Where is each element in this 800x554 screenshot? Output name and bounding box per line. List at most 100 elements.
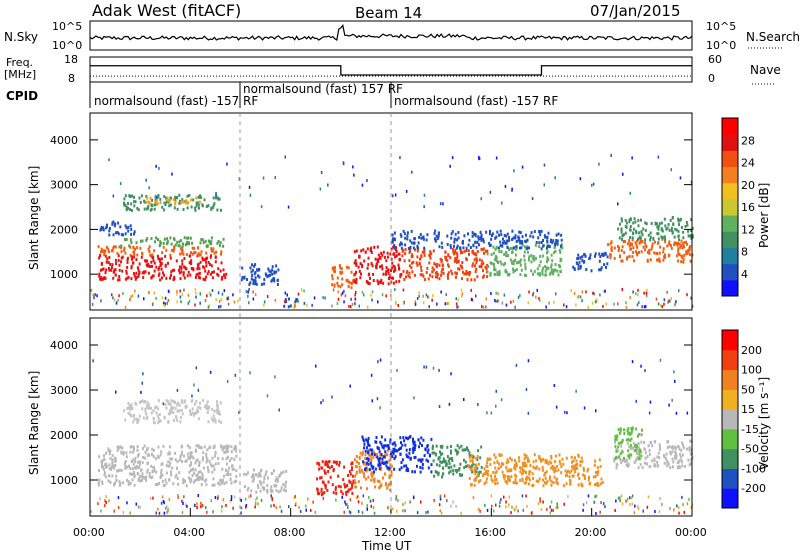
- data-cell: [217, 410, 220, 414]
- data-cell: [632, 441, 635, 445]
- data-cell: [252, 290, 254, 294]
- data-cell: [508, 495, 511, 499]
- data-cell: [475, 457, 478, 461]
- data-cell: [223, 273, 226, 277]
- data-cell: [487, 469, 489, 473]
- data-cell: [631, 360, 634, 364]
- data-cell: [494, 254, 497, 258]
- data-cell: [628, 456, 631, 460]
- data-cell: [146, 462, 149, 466]
- data-cell: [100, 261, 103, 265]
- data-cell: [289, 304, 292, 308]
- data-cell: [499, 244, 502, 247]
- data-cell: [479, 509, 481, 513]
- data-cell: [185, 201, 187, 205]
- data-cell: [534, 466, 537, 470]
- data-cell: [435, 444, 438, 448]
- data-cell: [372, 498, 374, 502]
- data-cell: [486, 508, 489, 512]
- data-cell: [273, 503, 275, 507]
- data-cell: [465, 249, 468, 252]
- data-cell: [150, 476, 153, 480]
- data-cell: [113, 509, 115, 513]
- data-cell: [129, 405, 132, 409]
- data-cell: [126, 276, 129, 280]
- data-cell: [371, 474, 374, 478]
- data-cell: [500, 462, 503, 466]
- data-cell: [394, 248, 397, 252]
- data-cell: [279, 489, 282, 493]
- data-cell: [169, 236, 172, 240]
- data-cell: [478, 243, 480, 247]
- data-cell: [191, 455, 193, 459]
- data-cell: [484, 266, 487, 269]
- data-cell: [143, 199, 146, 203]
- data-cell: [399, 275, 402, 279]
- data-cell: [353, 458, 356, 462]
- data-cell: [418, 261, 421, 265]
- data-cell: [190, 205, 193, 209]
- data-cell: [297, 292, 300, 296]
- data-cell: [232, 467, 235, 471]
- data-cell: [267, 476, 269, 480]
- data-cell: [379, 256, 382, 260]
- data-cell: [205, 455, 208, 459]
- data-cell: [324, 296, 326, 300]
- data-cell: [518, 246, 521, 250]
- data-cell: [456, 246, 458, 250]
- data-cell: [111, 263, 114, 267]
- data-cell: [320, 401, 322, 405]
- data-cell: [388, 458, 391, 462]
- data-cell: [630, 247, 632, 251]
- data-cell: [494, 456, 497, 460]
- data-cell: [352, 481, 355, 485]
- data-cell: [398, 279, 401, 283]
- data-cell: [377, 457, 380, 461]
- data-cell: [397, 263, 400, 267]
- data-cell: [305, 508, 307, 512]
- data-cell: [190, 462, 193, 466]
- data-cell: [513, 466, 516, 470]
- data-cell: [163, 237, 166, 241]
- data-cell: [385, 294, 387, 298]
- data-cell: [136, 253, 139, 257]
- data-cell: [378, 450, 381, 454]
- data-cell: [334, 266, 336, 270]
- data-cell: [406, 455, 409, 459]
- data-cell: [148, 474, 151, 478]
- data-cell: [543, 183, 545, 187]
- data-cell: [523, 273, 526, 277]
- data-cell: [514, 269, 517, 273]
- data-cell: [484, 503, 486, 507]
- data-cell: [213, 251, 216, 255]
- data-cell: [485, 464, 488, 468]
- data-cell: [385, 266, 388, 270]
- data-cell: [100, 225, 103, 229]
- data-cell: [526, 456, 529, 460]
- data-cell: [567, 495, 569, 498]
- data-cell: [124, 462, 126, 466]
- data-cell: [657, 227, 660, 231]
- data-cell: [401, 254, 404, 258]
- data-cell: [110, 249, 113, 253]
- data-cell: [225, 503, 227, 507]
- data-cell: [394, 267, 396, 270]
- data-cell: [338, 264, 341, 268]
- data-cell: [556, 502, 558, 506]
- data-cell: [517, 238, 520, 242]
- data-cell: [512, 267, 514, 271]
- data-cell: [260, 282, 263, 286]
- data-cell: [442, 271, 445, 275]
- data-cell: [201, 238, 204, 242]
- data-cell: [557, 505, 559, 509]
- data-cell: [491, 232, 494, 236]
- data-cell: [127, 402, 130, 405]
- data-cell: [595, 512, 597, 515]
- data-cell: [433, 498, 435, 502]
- data-cell: [128, 194, 131, 198]
- data-cell: [546, 240, 549, 244]
- data-cell: [412, 437, 414, 441]
- data-cell: [357, 510, 360, 513]
- data-cell: [257, 472, 260, 476]
- data-cell: [436, 275, 439, 279]
